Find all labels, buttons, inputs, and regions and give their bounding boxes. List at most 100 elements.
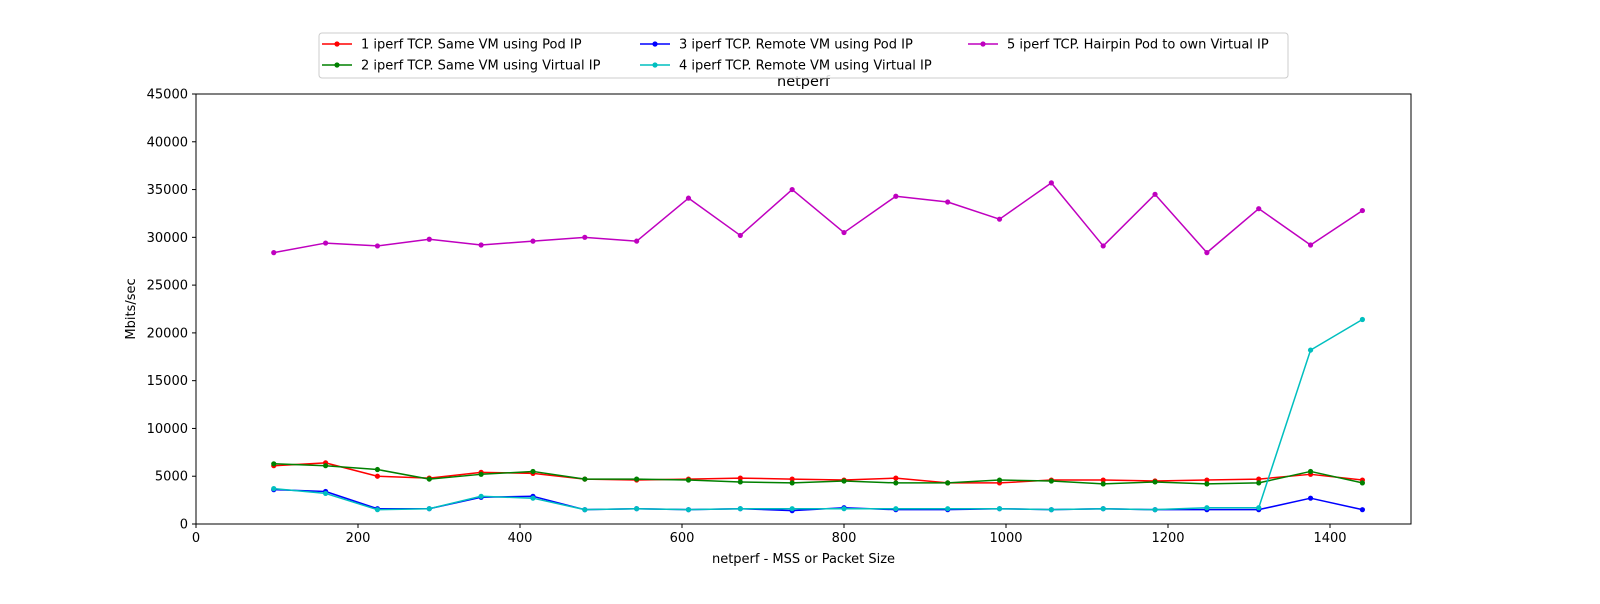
series-4-point (582, 507, 588, 513)
series-4-point (1204, 505, 1210, 511)
series-4-point (945, 506, 951, 512)
legend-swatch-marker (652, 62, 658, 68)
x-axis: 0 200 400 600 800 1000 1200 1400 (192, 524, 1347, 546)
y-tick-label: 15000 (147, 374, 188, 389)
series-5-point (271, 250, 277, 256)
series-3-point (1359, 507, 1365, 513)
series-4-point (841, 506, 847, 512)
series-5-point (945, 199, 951, 205)
series-2-point (582, 476, 588, 482)
series-5-point (789, 186, 795, 193)
series-1-line (273, 462, 1363, 484)
x-tick-label: 1000 (989, 531, 1022, 546)
legend-label: 5 iperf TCP. Hairpin Pod to own Virtual … (1007, 38, 1269, 53)
series-5-point (426, 236, 432, 242)
series-4-point (1256, 505, 1262, 511)
series-4-point (737, 506, 743, 512)
legend-entry-2: 2 iperf TCP. Same VM using Virtual IP (322, 59, 601, 74)
series-4-point (1307, 347, 1314, 353)
series-5-point (478, 242, 484, 248)
series-5-point (841, 229, 847, 236)
legend-swatch-marker (334, 62, 340, 68)
y-tick-label: 5000 (155, 470, 188, 485)
series-5-point (737, 232, 743, 239)
y-tick-label: 40000 (147, 135, 188, 150)
series-2-point (530, 468, 536, 475)
legend-label: 4 iperf TCP. Remote VM using Virtual IP (679, 59, 932, 74)
legend-entry-1: 1 iperf TCP. Same VM using Pod IP (322, 38, 582, 53)
x-tick-label: 600 (670, 531, 695, 546)
series-4-line (273, 318, 1363, 511)
series-5-point (530, 238, 536, 244)
legend-entry-3: 3 iperf TCP. Remote VM using Pod IP (640, 38, 913, 53)
series-2-point (634, 476, 640, 482)
series-2-point (893, 480, 899, 486)
series-4-point (1048, 507, 1054, 513)
series-5-point (634, 238, 640, 244)
series-4-point (530, 495, 536, 501)
series-5-point (685, 195, 692, 201)
x-tick-label: 0 (192, 531, 200, 546)
series-1-point (1256, 476, 1262, 482)
series-2-point (1152, 479, 1158, 485)
series-5-point (1100, 243, 1106, 249)
series-1-point (737, 475, 743, 481)
y-tick-label: 45000 (147, 88, 188, 103)
series-4-point (374, 507, 381, 513)
series-5-line (273, 182, 1363, 254)
series-2-point (1256, 480, 1262, 486)
y-tick-label: 10000 (147, 422, 188, 437)
plot-frame (195, 93, 1412, 525)
legend-label: 1 iperf TCP. Same VM using Pod IP (361, 38, 582, 53)
series-5-point (1152, 191, 1158, 197)
series-2-point (789, 480, 795, 486)
series-4-point (1152, 507, 1158, 513)
series-2-point (1307, 468, 1314, 475)
series-4-point (1100, 506, 1106, 512)
x-tick-label: 400 (508, 531, 533, 546)
series-5-point (996, 216, 1003, 222)
series-4-point (1359, 316, 1365, 323)
series-5-point (1048, 180, 1054, 186)
series-5-point (1359, 207, 1365, 214)
series-5-point (323, 240, 329, 246)
series-4-point (271, 486, 277, 492)
legend-label: 3 iperf TCP. Remote VM using Pod IP (679, 38, 913, 53)
series-4-point (478, 493, 484, 499)
legend-entry-4: 4 iperf TCP. Remote VM using Virtual IP (640, 59, 932, 74)
series-1-point (789, 476, 795, 482)
series-2-point (996, 477, 1003, 483)
series-5-point (1204, 250, 1210, 256)
series-2-point (478, 471, 484, 477)
y-axis: 0 5000 10000 15000 20000 25000 30000 35000 40000… (147, 88, 196, 533)
series-5-point (1307, 242, 1314, 248)
series-3-point (1307, 495, 1314, 501)
series-2-point (323, 463, 329, 469)
series-2-point (426, 476, 432, 482)
legend-swatch-marker (652, 41, 658, 47)
y-axis-label: Mbits/sec (124, 278, 139, 339)
series-1-point (374, 473, 381, 479)
series-2-point (1204, 481, 1210, 487)
plot-marks (271, 180, 1365, 514)
x-tick-label: 200 (346, 531, 371, 546)
y-tick-label: 20000 (147, 326, 188, 341)
x-tick-label: 800 (832, 531, 857, 546)
series-4-point (996, 506, 1003, 512)
series-4-point (323, 490, 329, 497)
series-2-point (1048, 478, 1054, 484)
series-5-point (374, 243, 381, 249)
legend-box (318, 32, 1289, 79)
x-tick-label: 1400 (1313, 531, 1346, 546)
series-5-point (893, 193, 899, 199)
series-2-point (685, 477, 692, 483)
y-tick-label: 0 (180, 518, 188, 533)
series-2-point (374, 466, 381, 473)
series-2-line (273, 463, 1363, 485)
legend-swatch-marker (334, 41, 340, 47)
y-tick-label: 30000 (147, 231, 188, 246)
legend-swatch-marker (980, 41, 986, 47)
series-2-point (1100, 481, 1106, 487)
